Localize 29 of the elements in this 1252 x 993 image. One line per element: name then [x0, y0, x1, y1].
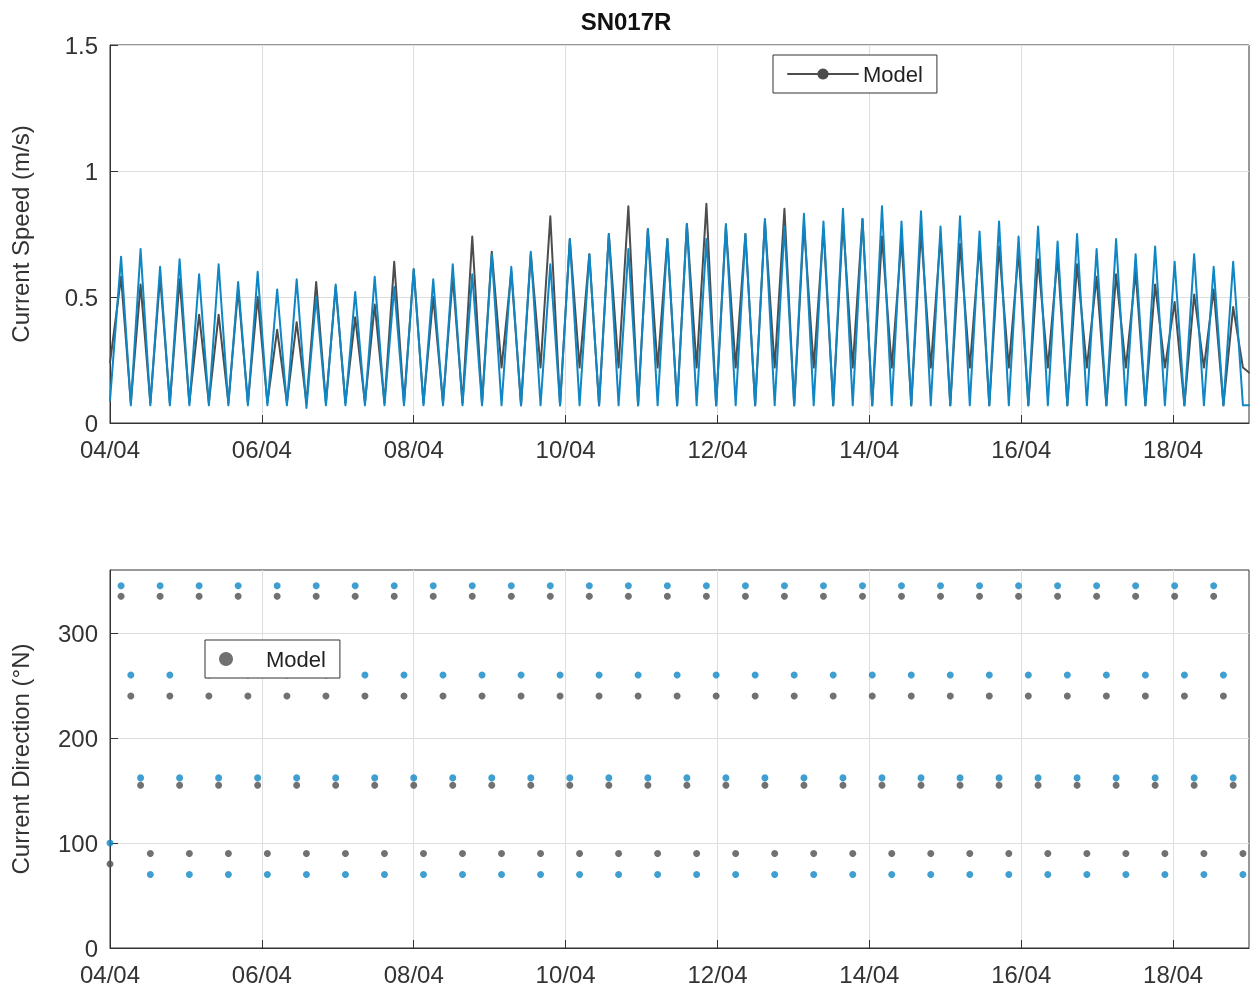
chart-title: SN017R — [580, 7, 672, 35]
legend-label: Model — [266, 646, 326, 672]
y-tick-label: 0 — [84, 409, 98, 437]
x-tick-label: 18/04 — [1143, 435, 1204, 463]
x-tick-label: 06/04 — [231, 435, 292, 463]
x-tick-label: 12/04 — [687, 960, 748, 988]
y-tick-label: 1 — [84, 157, 98, 185]
x-tick-label: 14/04 — [839, 435, 900, 463]
x-tick-label: 10/04 — [535, 435, 596, 463]
legend-label: Model — [863, 61, 923, 87]
y-axis-title: Current Direction (°N) — [6, 643, 34, 875]
y-tick-label: 0 — [84, 934, 98, 962]
x-tick-label: 18/04 — [1143, 960, 1204, 988]
y-tick-label: 0.5 — [64, 283, 98, 311]
x-tick-label: 16/04 — [991, 435, 1052, 463]
x-tick-label: 06/04 — [231, 960, 292, 988]
x-tick-label: 10/04 — [535, 960, 596, 988]
y-tick-label: 1.5 — [64, 31, 98, 59]
x-tick-label: 04/04 — [79, 435, 141, 463]
x-tick-label: 14/04 — [839, 960, 900, 988]
x-tick-label: 08/04 — [383, 435, 444, 463]
y-tick-label: 100 — [57, 829, 98, 857]
x-tick-label: 08/04 — [383, 960, 444, 988]
x-tick-label: 12/04 — [687, 435, 748, 463]
y-tick-label: 200 — [57, 724, 98, 752]
x-tick-label: 04/04 — [79, 960, 141, 988]
y-tick-label: 300 — [57, 619, 98, 647]
y-axis-title: Current Speed (m/s) — [6, 125, 34, 343]
x-tick-label: 16/04 — [991, 960, 1052, 988]
